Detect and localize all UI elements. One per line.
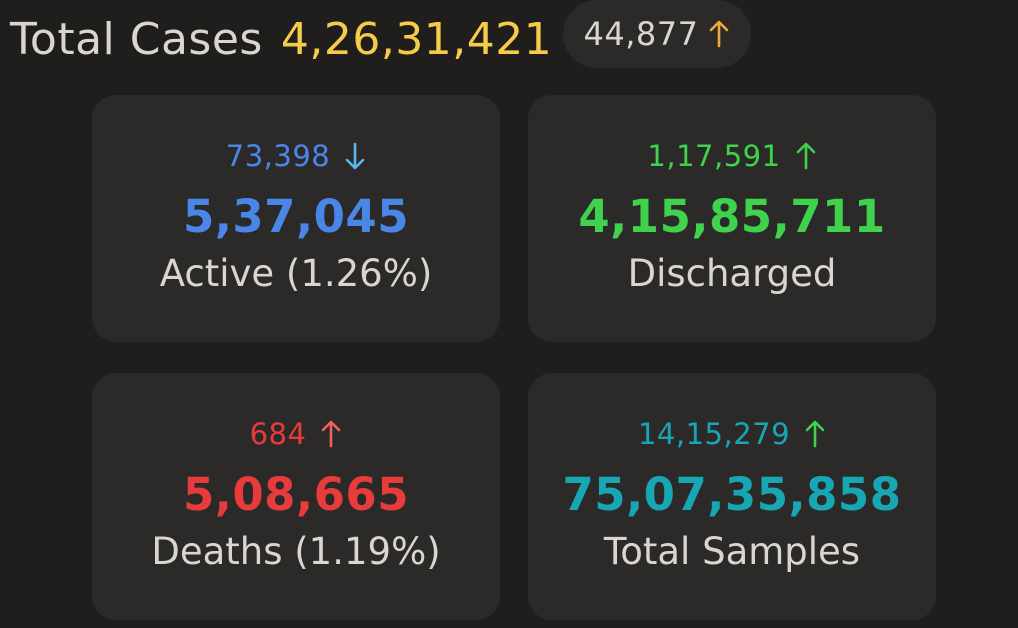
active-card[interactable]: 73,398 5,37,045 Active (1.26%)	[92, 95, 500, 342]
active-delta-value: 73,398	[225, 139, 331, 173]
samples-card[interactable]: 14,15,279 75,07,35,858 Total Samples	[528, 373, 936, 620]
arrow-up-icon	[320, 419, 342, 449]
deaths-value: 5,08,665	[182, 468, 410, 521]
deaths-delta-row: 684	[92, 417, 500, 451]
active-delta-row: 73,398	[92, 139, 500, 173]
discharged-value: 4,15,85,711	[578, 190, 886, 243]
samples-delta-row: 14,15,279	[528, 417, 936, 451]
arrow-up-icon	[804, 419, 826, 449]
total-cases-title: Total Cases	[10, 13, 263, 65]
active-label: Active (1.26%)	[159, 252, 433, 295]
arrow-down-icon	[344, 141, 366, 171]
total-cases-delta-value: 44,877	[583, 15, 699, 53]
discharged-delta-row: 1,17,591	[528, 139, 936, 173]
samples-delta-value: 14,15,279	[637, 417, 791, 451]
discharged-card[interactable]: 1,17,591 4,15,85,711 Discharged	[528, 95, 936, 342]
total-cases-value: 4,26,31,421	[280, 13, 553, 65]
arrow-up-icon	[795, 141, 817, 171]
total-cases-delta-badge: 44,877	[563, 0, 751, 68]
deaths-label: Deaths (1.19%)	[151, 530, 441, 573]
samples-value: 75,07,35,858	[562, 468, 902, 521]
active-value: 5,37,045	[182, 190, 410, 243]
discharged-label: Discharged	[627, 252, 837, 295]
deaths-delta-value: 684	[249, 417, 307, 451]
arrow-up-icon	[708, 19, 730, 49]
deaths-card[interactable]: 684 5,08,665 Deaths (1.19%)	[92, 373, 500, 620]
discharged-delta-value: 1,17,591	[647, 139, 781, 173]
total-cases-header: Total Cases 4,26,31,421	[10, 8, 552, 70]
samples-label: Total Samples	[603, 530, 861, 573]
